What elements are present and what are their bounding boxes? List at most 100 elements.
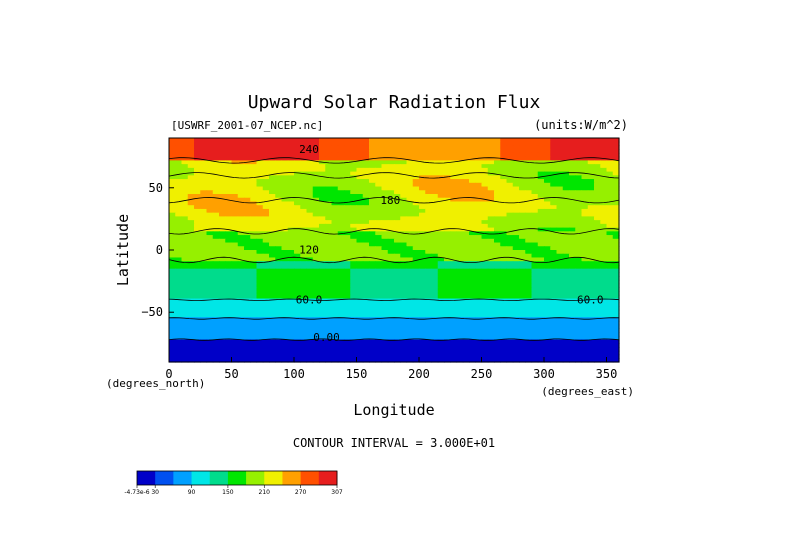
field-cell — [419, 306, 426, 311]
field-cell — [194, 205, 201, 210]
field-cell — [250, 227, 258, 232]
field-cell — [219, 294, 226, 300]
field-cell — [519, 171, 526, 176]
field-cell — [275, 197, 283, 203]
field-cell — [281, 190, 289, 195]
field-cell — [206, 335, 214, 341]
field-cell — [587, 212, 595, 217]
field-cell — [212, 160, 220, 165]
field-cell — [450, 276, 458, 281]
field-cell — [487, 354, 495, 359]
field-cell — [587, 309, 595, 315]
field-cell — [262, 302, 270, 307]
field-cell — [256, 279, 264, 285]
field-cell — [181, 347, 189, 352]
field-cell — [575, 167, 583, 173]
field-cell — [431, 350, 439, 356]
field-cell — [250, 182, 258, 188]
field-cell — [537, 320, 545, 326]
field-cell — [544, 328, 551, 333]
field-cell — [306, 186, 314, 191]
field-cell — [519, 242, 526, 247]
field-cell — [181, 201, 189, 206]
field-cell — [400, 339, 408, 344]
field-cell — [219, 287, 226, 292]
field-cell — [456, 223, 464, 229]
field-cell — [581, 171, 589, 176]
field-cell — [256, 287, 264, 292]
field-cell — [181, 152, 189, 158]
field-cell — [312, 141, 320, 147]
field-cell — [544, 194, 551, 199]
field-cell — [181, 194, 189, 199]
field-cell — [356, 320, 364, 326]
field-cell — [400, 205, 408, 210]
field-cell — [312, 156, 320, 161]
field-cell — [531, 186, 539, 191]
y-unit-label: (degrees_north) — [106, 377, 205, 390]
field-cell — [175, 317, 183, 322]
field-cell — [500, 332, 508, 337]
field-cell — [550, 175, 558, 180]
field-cell — [406, 152, 414, 158]
field-cell — [412, 343, 420, 348]
field-cell — [494, 235, 501, 240]
field-cell — [300, 235, 308, 240]
field-cell — [494, 294, 501, 300]
field-cell — [425, 179, 433, 184]
field-cell — [312, 276, 320, 281]
field-cell — [537, 324, 545, 329]
field-cell — [331, 283, 339, 288]
field-cell — [294, 238, 301, 244]
field-cell — [437, 167, 445, 173]
field-cell — [200, 257, 208, 262]
field-cell — [319, 287, 326, 292]
field-cell — [212, 250, 220, 255]
field-cell — [406, 309, 414, 315]
field-cell — [306, 279, 314, 285]
field-cell — [200, 205, 208, 210]
field-cell — [394, 160, 401, 165]
field-cell — [337, 250, 345, 255]
field-cell — [600, 279, 608, 285]
field-cell — [575, 149, 583, 154]
field-cell — [606, 227, 614, 232]
field-cell — [506, 205, 514, 210]
field-cell — [406, 332, 414, 337]
field-cell — [175, 279, 183, 285]
field-cell — [394, 287, 401, 292]
field-cell — [275, 343, 283, 348]
field-cell — [575, 253, 583, 259]
field-cell — [487, 246, 495, 251]
field-cell — [250, 302, 258, 307]
field-cell — [375, 201, 383, 206]
field-cell — [531, 335, 539, 341]
field-cell — [587, 350, 595, 356]
field-cell — [581, 201, 589, 206]
field-cell — [519, 167, 526, 173]
field-cell — [606, 141, 614, 147]
field-cell — [581, 291, 589, 296]
field-cell — [344, 328, 351, 333]
field-cell — [212, 156, 220, 161]
field-cell — [544, 138, 551, 143]
field-cell — [312, 324, 320, 329]
field-cell — [212, 313, 220, 318]
field-cell — [381, 149, 389, 154]
field-cell — [300, 302, 308, 307]
field-cell — [237, 268, 245, 273]
field-cell — [406, 350, 414, 356]
field-cell — [275, 167, 283, 173]
field-cell — [544, 306, 551, 311]
field-cell — [306, 238, 314, 244]
field-cell — [256, 149, 264, 154]
field-cell — [325, 152, 333, 158]
field-cell — [600, 138, 608, 143]
field-cell — [437, 149, 445, 154]
field-cell — [219, 313, 226, 318]
field-cell — [594, 141, 601, 147]
field-cell — [331, 231, 339, 236]
field-cell — [531, 216, 539, 221]
field-cell — [312, 347, 320, 352]
field-cell — [394, 205, 401, 210]
